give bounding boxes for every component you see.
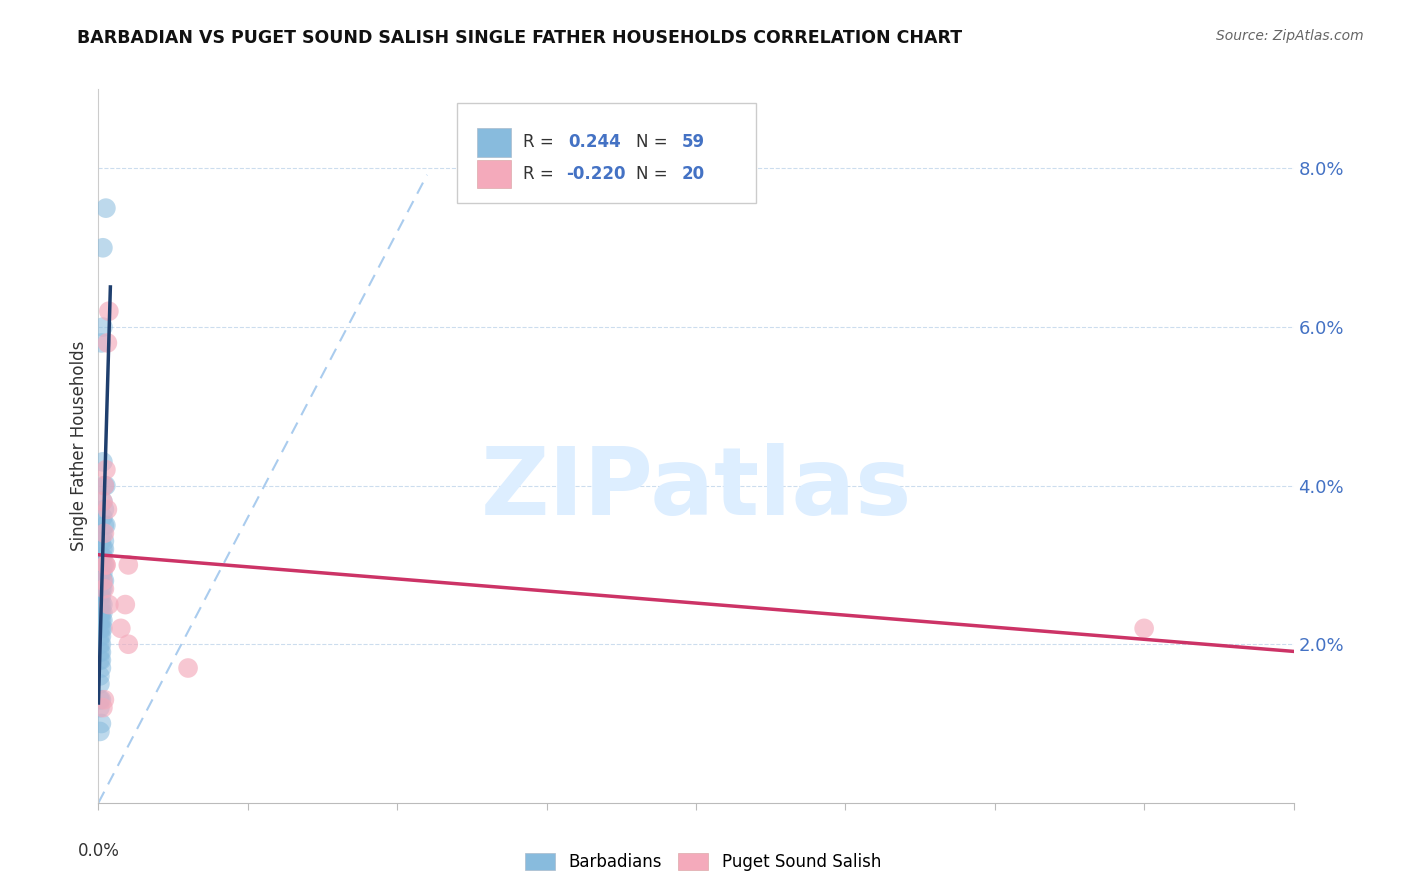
Point <box>91 455 114 469</box>
Point <box>94 518 117 533</box>
Point <box>110 621 132 635</box>
Point <box>91 542 114 557</box>
Point <box>114 598 136 612</box>
Point <box>89 621 111 635</box>
Point <box>89 606 111 620</box>
Point <box>89 614 111 628</box>
Point <box>91 574 114 588</box>
Point <box>1133 621 1156 635</box>
Point <box>97 598 120 612</box>
Point <box>90 582 112 596</box>
Point <box>91 606 114 620</box>
Point <box>93 518 115 533</box>
Point <box>94 558 117 572</box>
Point <box>94 201 117 215</box>
Point <box>90 598 112 612</box>
Point <box>90 661 112 675</box>
Point <box>91 549 114 564</box>
FancyBboxPatch shape <box>457 103 756 203</box>
Point <box>89 590 111 604</box>
Point <box>91 582 114 596</box>
Point <box>91 566 114 580</box>
Point <box>90 590 112 604</box>
Point <box>91 526 114 541</box>
Point <box>93 534 115 549</box>
Point <box>93 692 115 706</box>
Point <box>117 558 139 572</box>
Point <box>93 478 115 492</box>
Point <box>89 629 111 643</box>
Text: 0.244: 0.244 <box>568 133 621 152</box>
Point <box>90 692 112 706</box>
Point <box>93 542 115 557</box>
Point <box>94 558 117 572</box>
Point <box>97 304 120 318</box>
Point <box>93 478 115 492</box>
Point <box>89 724 111 739</box>
Point <box>91 558 114 572</box>
Point <box>90 335 112 350</box>
Text: BARBADIAN VS PUGET SOUND SALISH SINGLE FATHER HOUSEHOLDS CORRELATION CHART: BARBADIAN VS PUGET SOUND SALISH SINGLE F… <box>77 29 963 46</box>
Point <box>90 614 112 628</box>
Text: R =: R = <box>523 165 558 183</box>
Point <box>93 526 115 541</box>
Point <box>89 645 111 659</box>
Text: R =: R = <box>523 133 558 152</box>
Point <box>91 614 114 628</box>
Point <box>90 534 112 549</box>
Point <box>90 549 112 564</box>
Point <box>91 494 114 508</box>
Point <box>94 463 117 477</box>
Point <box>89 700 111 714</box>
Point <box>94 478 117 492</box>
Point <box>96 335 118 350</box>
Point <box>90 645 112 659</box>
Point <box>177 661 200 675</box>
Text: N =: N = <box>637 133 673 152</box>
Point <box>91 700 114 714</box>
Point <box>90 606 112 620</box>
Point <box>89 653 111 667</box>
Point <box>89 598 111 612</box>
Y-axis label: Single Father Households: Single Father Households <box>70 341 89 551</box>
Point <box>91 598 114 612</box>
Point <box>91 320 114 334</box>
Point <box>90 558 112 572</box>
Point <box>90 621 112 635</box>
Text: Source: ZipAtlas.com: Source: ZipAtlas.com <box>1216 29 1364 43</box>
Point <box>91 621 114 635</box>
FancyBboxPatch shape <box>477 128 510 157</box>
Text: -0.220: -0.220 <box>565 165 626 183</box>
Point <box>90 566 112 580</box>
FancyBboxPatch shape <box>477 160 510 188</box>
Point <box>89 669 111 683</box>
Point <box>90 637 112 651</box>
Text: 0.0%: 0.0% <box>77 842 120 860</box>
Text: ZIPatlas: ZIPatlas <box>481 442 911 535</box>
Point <box>90 629 112 643</box>
Point <box>89 677 111 691</box>
Point <box>93 502 115 516</box>
Point <box>117 637 139 651</box>
Point <box>91 510 114 524</box>
Legend: Barbadians, Puget Sound Salish: Barbadians, Puget Sound Salish <box>516 845 890 880</box>
Point <box>89 692 111 706</box>
Point <box>93 582 115 596</box>
Text: N =: N = <box>637 165 673 183</box>
Point <box>96 502 118 516</box>
Point <box>90 653 112 667</box>
Point <box>89 574 111 588</box>
Text: 59: 59 <box>682 133 704 152</box>
Point <box>93 574 115 588</box>
Point <box>90 716 112 731</box>
Point <box>91 241 114 255</box>
Point <box>91 494 114 508</box>
Text: 20: 20 <box>682 165 704 183</box>
Point <box>93 558 115 572</box>
Point <box>89 637 111 651</box>
Point <box>91 574 114 588</box>
